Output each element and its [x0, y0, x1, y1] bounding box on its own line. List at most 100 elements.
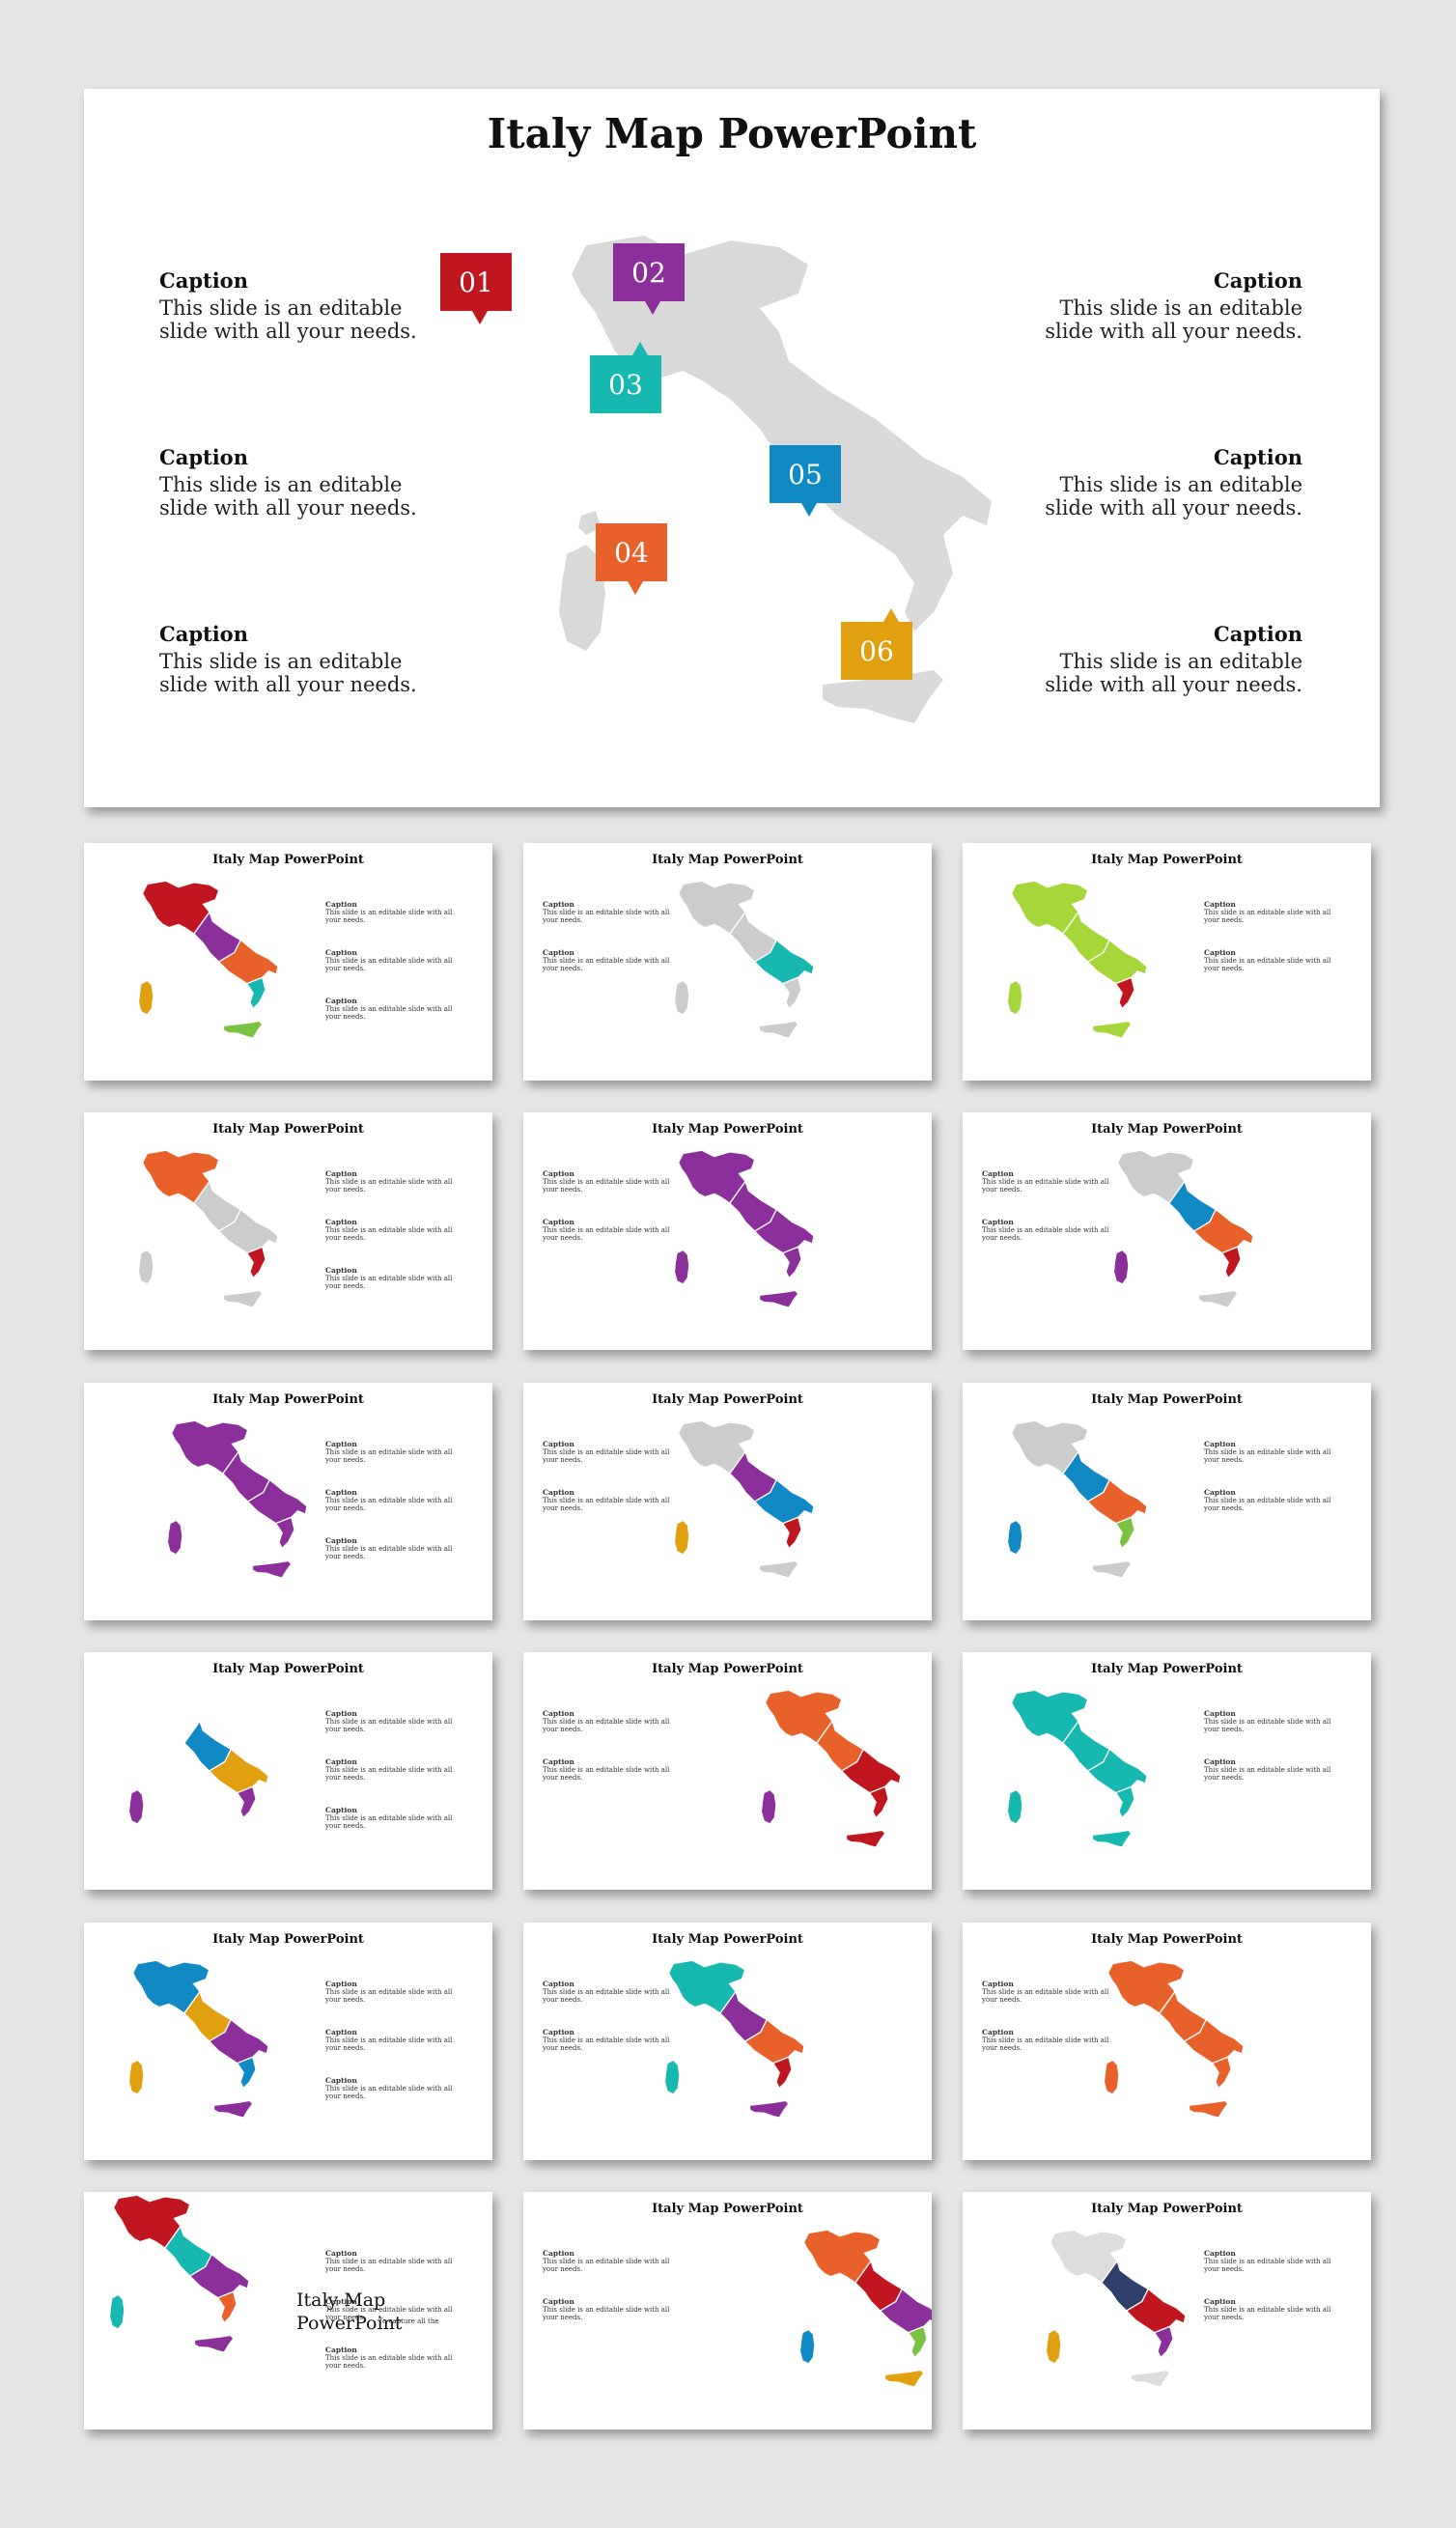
map-region	[251, 1559, 293, 1579]
thumbnail-title: Italy Map PowerPoint	[212, 1392, 364, 1407]
thumbnail-caption: Caption This slide is an editable slide w…	[543, 900, 678, 925]
thumbnail-slide[interactable]: Italy Map PowerPoint Caption This slide is…	[963, 1112, 1371, 1350]
caption-title: Caption	[325, 2076, 357, 2085]
thumbnail-caption: Caption This slide is an editable slide w…	[543, 1170, 678, 1194]
thumbnail-map	[1006, 1419, 1148, 1579]
caption-title: Caption	[543, 1218, 574, 1226]
thumbnail-caption: Caption This slide is an editable slide w…	[543, 1980, 678, 2005]
caption-text: This slide is an editable slide with all…	[982, 1226, 1109, 1242]
map-region	[868, 1785, 889, 1819]
thumbnail-slide[interactable]: Italy Map PowerPoint Caption This slide is…	[963, 843, 1371, 1081]
thumbnail-slide[interactable]: Italy Map PowerPoint Caption This slide is…	[84, 1383, 492, 1620]
map-region	[1091, 1020, 1133, 1039]
caption-text: This slide is an editable slide with all…	[159, 650, 417, 696]
thumbnail-title: Italy Map PowerPoint	[1091, 1932, 1243, 1947]
thumbnail-slide[interactable]: Italy Map PowerPoint Caption This slide is…	[523, 843, 932, 1081]
thumbnail-slide[interactable]: Italy Map PowerPoint Caption This slide is…	[84, 1923, 492, 2160]
thumbnail-caption: Caption This slide is an editable slide w…	[325, 2298, 461, 2322]
thumbnail-title: Italy Map PowerPoint	[652, 2202, 803, 2216]
map-region	[1006, 979, 1023, 1016]
map-region	[137, 1249, 154, 1285]
thumbnail-title: Italy Map PowerPoint	[212, 853, 364, 867]
map-region	[663, 2059, 681, 2095]
marker-01: 01	[440, 253, 512, 324]
caption-text: This slide is an editable slide with all…	[1204, 2306, 1331, 2321]
thumbnail-slide[interactable]: Italy Map PowerPoint To capture all the Cap…	[84, 2192, 492, 2430]
thumbnail-caption: Caption This slide is an editable slide w…	[1204, 949, 1339, 973]
caption-text: This slide is an editable slide with all…	[1045, 473, 1302, 520]
map-region	[677, 880, 756, 935]
thumbnail-slide[interactable]: Italy Map PowerPoint Caption This slide is…	[963, 1923, 1371, 2160]
map-region	[170, 1419, 249, 1475]
page-title: Italy Map PowerPoint	[487, 110, 977, 157]
caption-title: Caption	[325, 1440, 357, 1448]
thumbnail-caption: Caption This slide is an editable slide w…	[325, 949, 461, 973]
thumbnail-slide[interactable]: Italy Map PowerPoint Caption This slide is…	[523, 2192, 932, 2430]
caption-text: This slide is an editable slide with all…	[325, 1988, 453, 2004]
thumbnail-slide[interactable]: Italy Map PowerPoint Caption This slide is…	[84, 843, 492, 1081]
map-region	[781, 1516, 802, 1550]
caption-text: This slide is an editable slide with all…	[325, 2258, 453, 2273]
map-region	[212, 1829, 254, 1848]
caption-title: Caption	[543, 900, 574, 909]
thumbnail-slide[interactable]: Italy Map PowerPoint Caption This slide is…	[84, 1112, 492, 1350]
map-region	[1197, 1289, 1239, 1308]
thumbnail-title: Italy Map PowerPoint	[652, 1662, 803, 1676]
caption-left-3: Caption This slide is an editable slide …	[159, 622, 449, 696]
map-region	[798, 2328, 816, 2365]
caption-text: This slide is an editable slide with all…	[325, 1448, 453, 1464]
thumbnail-title: Italy Map PowerPoint	[652, 1932, 803, 1947]
map-region	[245, 1246, 266, 1279]
thumbnail-caption: Caption This slide is an editable slide w…	[982, 1219, 1117, 1243]
map-region	[1091, 1559, 1133, 1579]
thumbnail-caption: Caption This slide is an editable slide w…	[543, 1710, 678, 1734]
caption-text: This slide is an editable slide with all…	[543, 1988, 670, 2004]
thumbnail-slide[interactable]: Italy Map PowerPoint Caption This slide is…	[963, 1652, 1371, 1890]
thumbnail-slide[interactable]: Italy Map PowerPoint Caption This slide is…	[523, 1112, 932, 1350]
caption-right-3: Caption This slide is an editable slide …	[1013, 622, 1302, 696]
caption-text: This slide is an editable slide with all…	[325, 1275, 453, 1290]
thumbnail-caption: Caption This slide is an editable slide w…	[543, 2298, 678, 2322]
thumbnail-caption: Caption This slide is an editable slide w…	[1204, 901, 1339, 925]
map-region	[907, 2325, 928, 2359]
thumbnail-caption: Caption This slide is an editable slide w…	[325, 1440, 461, 1465]
map-region	[1116, 1149, 1195, 1204]
caption-title: Caption	[1204, 1757, 1236, 1766]
thumbnail-caption: Caption This slide is an editable slide w…	[325, 1980, 461, 2005]
thumbnail-slide[interactable]: Italy Map PowerPoint Caption This slide is…	[963, 2192, 1371, 2430]
thumbnail-caption: Caption This slide is an editable slide w…	[543, 2029, 678, 2053]
thumbnail-slide[interactable]: Italy Map PowerPoint Caption This slide is…	[523, 1652, 932, 1890]
caption-title: Caption	[325, 1488, 357, 1497]
map-region	[673, 1249, 690, 1285]
map-region	[802, 2229, 882, 2284]
thumbnail-title: Italy Map PowerPoint	[1091, 1122, 1243, 1137]
caption-title: Caption	[982, 2028, 1014, 2036]
caption-text: This slide is an editable slide with all…	[543, 2036, 670, 2052]
marker-06: 06	[841, 608, 912, 680]
caption-title: Caption	[982, 1169, 1014, 1178]
thumbnail-slide[interactable]: Italy Map PowerPoint Caption This slide is…	[523, 1923, 932, 2160]
map-region	[673, 1519, 690, 1556]
caption-title: Caption	[325, 900, 357, 909]
caption-title: Caption	[1204, 2297, 1236, 2306]
big-title-fragment: To capture all the	[378, 2317, 439, 2325]
thumbnail-slide[interactable]: Italy Map PowerPoint Caption This slide is…	[523, 1383, 932, 1620]
thumbnail-caption: Caption This slide is an editable slide w…	[325, 997, 461, 1022]
caption-text: This slide is an editable slide with all…	[159, 473, 417, 520]
caption-text: This slide is an editable slide with all…	[982, 2036, 1109, 2052]
thumbnail-caption: Caption This slide is an editable slide w…	[543, 1758, 678, 1783]
thumbnail-title: Italy Map PowerPoint	[652, 1392, 803, 1407]
map-region	[131, 1959, 210, 2014]
thumbnail-map	[127, 1689, 269, 1848]
thumbnail-caption: Caption This slide is an editable slide w…	[325, 1219, 461, 1243]
map-region	[1130, 2369, 1171, 2388]
thumbnail-caption: Caption This slide is an editable slide w…	[543, 949, 678, 973]
thumbnail-slide[interactable]: Italy Map PowerPoint Caption This slide is…	[963, 1383, 1371, 1620]
map-region	[845, 1829, 886, 1848]
caption-title: Caption	[543, 2249, 574, 2258]
caption-text: This slide is an editable slide with all…	[982, 1178, 1109, 1194]
thumbnail-slide[interactable]: Italy Map PowerPoint Caption This slide is…	[84, 1652, 492, 1890]
thumbnail-caption: Caption This slide is an editable slide w…	[1204, 1441, 1339, 1465]
caption-text: This slide is an editable slide with all…	[325, 2306, 453, 2321]
thumbnail-title: Italy Map PowerPoint	[212, 1932, 364, 1947]
